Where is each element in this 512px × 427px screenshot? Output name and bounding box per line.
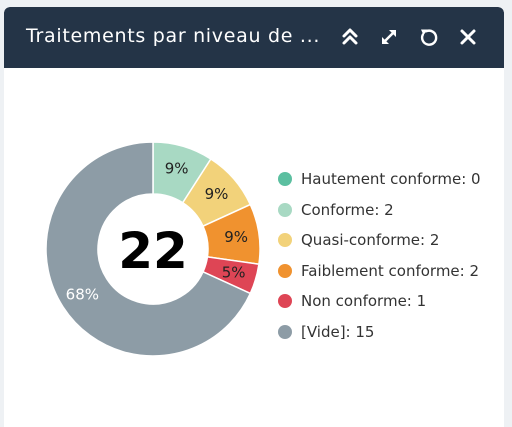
legend-swatch: [278, 202, 292, 217]
donut-chart: 9% 9% 9% 5% 68% 22: [45, 141, 261, 357]
expand-button[interactable]: [377, 25, 401, 49]
slice-label: 68%: [66, 285, 99, 303]
legend-label: Faiblement conforme: 2: [301, 261, 480, 280]
legend-swatch: [278, 294, 292, 309]
chart-widget: Traitements par niveau de ...: [4, 7, 504, 427]
legend-label: [Vide]: 15: [301, 322, 375, 341]
expand-icon: [382, 30, 396, 44]
legend-label: Hautement conforme: 0: [301, 170, 481, 189]
legend-swatch: [278, 324, 292, 339]
close-icon: [460, 29, 476, 45]
legend-swatch: [278, 233, 292, 248]
widget-header: Traitements par niveau de ...: [4, 7, 504, 68]
legend-item[interactable]: Quasi-conforme: 2: [278, 225, 481, 256]
legend-label: Quasi-conforme: 2: [301, 231, 440, 250]
slice-label: 5%: [222, 264, 246, 282]
collapse-button[interactable]: [338, 25, 362, 49]
legend-item[interactable]: Non conforme: 1: [278, 286, 481, 317]
chart-legend: Hautement conforme: 0 Conforme: 2 Quasi-co…: [278, 164, 481, 347]
center-total-label: 22: [118, 222, 188, 280]
slice-label: 9%: [205, 185, 229, 203]
legend-label: Conforme: 2: [301, 200, 394, 219]
refresh-button[interactable]: [417, 25, 441, 49]
legend-label: Non conforme: 1: [301, 292, 427, 311]
slice-label: 9%: [224, 228, 248, 246]
collapse-icon: [342, 28, 358, 45]
slice-vide[interactable]: [45, 141, 252, 357]
legend-swatch: [278, 172, 292, 187]
legend-swatch: [278, 263, 292, 278]
legend-item[interactable]: [Vide]: 15: [278, 317, 481, 348]
slice-label: 9%: [165, 159, 189, 177]
refresh-icon: [421, 29, 438, 46]
close-button[interactable]: [456, 25, 480, 49]
widget-title: Traitements par niveau de ...: [26, 25, 321, 47]
legend-item[interactable]: Hautement conforme: 0: [278, 164, 481, 195]
legend-item[interactable]: Faiblement conforme: 2: [278, 256, 481, 287]
legend-item[interactable]: Conforme: 2: [278, 195, 481, 226]
chart-area: 9% 9% 9% 5% 68% 22 Hautement conforme: 0 Confo…: [4, 68, 504, 427]
